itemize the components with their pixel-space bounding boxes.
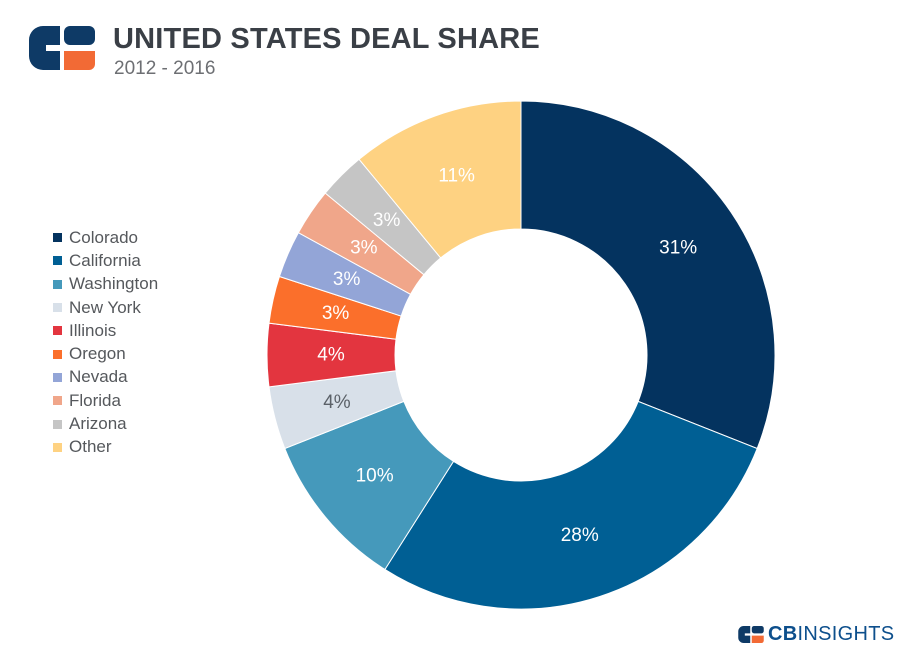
brand-wordmark: CBINSIGHTS <box>768 623 894 646</box>
legend-swatch <box>53 303 62 313</box>
slice-label-nevada: 3% <box>333 269 361 290</box>
slice-label-arizona: 3% <box>373 210 401 231</box>
brand-logo-icon <box>738 626 764 643</box>
legend-swatch <box>53 349 62 359</box>
legend-label: Florida <box>69 390 121 410</box>
chart-subtitle: 2012 - 2016 <box>114 58 216 79</box>
legend-swatch <box>53 256 62 266</box>
slice-label-colorado: 31% <box>659 238 697 259</box>
legend-label: Washington <box>69 274 159 294</box>
slice-label-california: 28% <box>561 525 599 546</box>
chart-title: UNITED STATES DEAL SHARE <box>113 23 540 55</box>
cb-insights-brand: CBINSIGHTS <box>738 623 894 646</box>
legend-item-california: California <box>53 249 158 272</box>
cb-insights-logo-mark <box>29 26 95 70</box>
legend: Colorado California Washington New York Illi… <box>53 226 158 459</box>
slice-california <box>384 400 758 610</box>
legend-swatch <box>53 372 62 382</box>
legend-label: Illinois <box>69 320 117 340</box>
legend-label: Nevada <box>69 367 128 387</box>
logo-orange-block <box>64 51 95 70</box>
legend-item-arizona: Arizona <box>53 412 158 435</box>
legend-swatch <box>53 419 62 429</box>
legend-swatch <box>53 326 62 336</box>
slice-label-washington: 10% <box>356 466 394 487</box>
logo-c-shape <box>29 26 60 70</box>
legend-swatch <box>53 442 62 452</box>
brand-insights-text: INSIGHTS <box>797 623 895 645</box>
legend-item-oregon: Oregon <box>53 342 158 365</box>
legend-label: Other <box>69 437 112 457</box>
slice-label-other: 11% <box>438 166 475 187</box>
slice-label-illinois: 4% <box>317 345 345 366</box>
legend-item-other: Other <box>53 436 158 459</box>
legend-item-nevada: Nevada <box>53 366 158 389</box>
slice-other <box>358 100 522 259</box>
legend-item-illinois: Illinois <box>53 319 158 342</box>
legend-item-colorado: Colorado <box>53 226 158 249</box>
slice-label-florida: 3% <box>350 238 378 259</box>
legend-label: Colorado <box>69 227 138 247</box>
slice-colorado <box>520 100 776 450</box>
brand-cb-text: CB <box>768 623 798 645</box>
legend-label: Oregon <box>69 344 126 364</box>
logo-top-right-block <box>64 26 95 45</box>
legend-swatch <box>53 279 62 289</box>
legend-label: Arizona <box>69 414 127 434</box>
legend-swatch <box>53 396 62 406</box>
slice-label-new-york: 4% <box>323 392 351 413</box>
slice-label-oregon: 3% <box>322 303 350 324</box>
legend-item-florida: Florida <box>53 389 158 412</box>
legend-item-washington: Washington <box>53 273 158 296</box>
legend-item-new-york: New York <box>53 296 158 319</box>
legend-label: New York <box>69 297 141 317</box>
legend-swatch <box>53 233 62 243</box>
legend-label: California <box>69 250 141 270</box>
